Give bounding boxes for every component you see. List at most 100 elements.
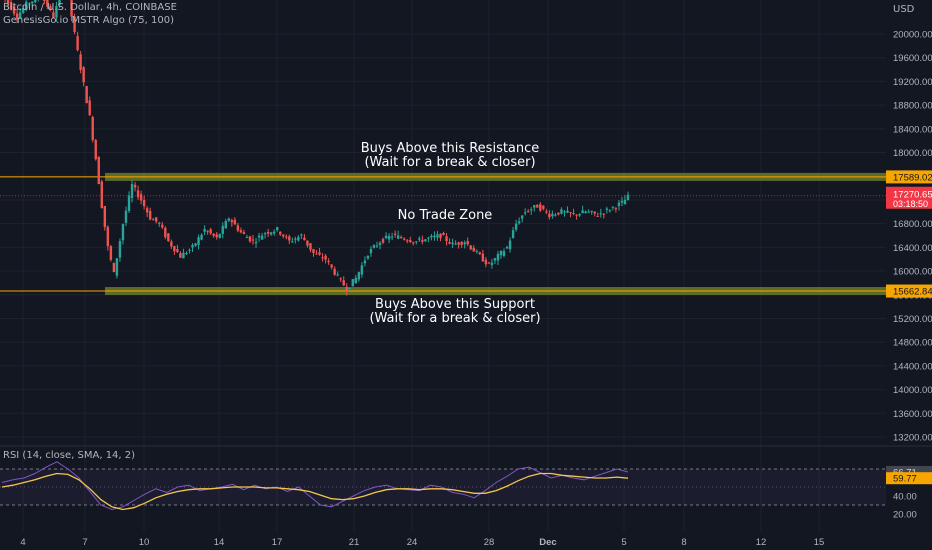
candle-body <box>372 245 376 248</box>
candle-body <box>218 233 221 238</box>
candle-body <box>590 210 593 212</box>
rsi-tick-label: 20.00 <box>893 510 917 521</box>
symbol-title[interactable]: Bitcoin / U.S. Dollar, 4h, COINBASE <box>3 2 177 13</box>
candle-body <box>348 287 351 289</box>
candle-body <box>97 156 100 185</box>
candle-body <box>248 236 252 242</box>
candle-body <box>548 213 551 218</box>
time-tick-label: 8 <box>681 537 686 548</box>
price-tick-label: 19200.00 <box>893 77 932 88</box>
candle-body <box>288 236 291 241</box>
candle-body <box>164 227 167 238</box>
candle-body <box>403 238 406 240</box>
candle-body <box>502 251 506 256</box>
candle-body <box>115 258 119 276</box>
candle-body <box>182 252 185 259</box>
candle-body <box>167 233 170 242</box>
time-tick-label: 24 <box>407 537 418 548</box>
candle-body <box>593 211 596 214</box>
candle-body <box>536 204 539 208</box>
candle-body <box>605 208 609 210</box>
time-tick-label: 14 <box>214 537 225 548</box>
candle-body <box>584 211 587 213</box>
candle-body <box>508 240 512 250</box>
candle-body <box>360 265 364 275</box>
candle-body <box>34 0 37 3</box>
candle-body <box>12 6 16 14</box>
candle-body <box>366 255 370 259</box>
candle-body <box>9 2 13 10</box>
indicator-title[interactable]: GenesisGo.io MSTR Algo (75, 100) <box>3 15 174 26</box>
last-price-tag <box>886 186 932 209</box>
time-tick-label: 10 <box>139 537 150 548</box>
candle-body <box>578 214 581 216</box>
price-tick-label: 16000.00 <box>893 267 932 278</box>
time-tick-label: 4 <box>20 537 25 548</box>
candle-body <box>533 205 536 208</box>
rsi-line <box>1 461 629 511</box>
rsi-title[interactable]: RSI (14, close, SMA, 14, 2) <box>3 450 136 461</box>
candle-body <box>82 67 85 83</box>
candle-body <box>409 240 412 243</box>
candle-body <box>493 258 497 261</box>
resistance-subtitle: (Wait for a break & closer) <box>364 155 536 170</box>
candle-body <box>463 242 466 245</box>
time-tick-label: 21 <box>349 537 360 548</box>
candle-body <box>572 213 575 215</box>
support-annotation: Buys Above this Support (Wait for a brea… <box>335 298 575 326</box>
candle-body <box>617 202 621 206</box>
candle-body <box>70 0 73 17</box>
candle-body <box>412 242 415 244</box>
candle-body <box>427 237 430 239</box>
candle-body <box>15 13 19 19</box>
candle-body <box>342 280 345 286</box>
candle-body <box>484 259 488 265</box>
time-tick-label: 12 <box>756 537 767 548</box>
candle-body <box>121 224 125 241</box>
rsi-tick-label: 40.00 <box>893 492 917 503</box>
candle-body <box>173 246 176 252</box>
candle-body <box>236 225 240 231</box>
candle-body <box>436 234 439 238</box>
candle-body <box>206 230 209 232</box>
candle-body <box>351 279 355 287</box>
candle-body <box>158 222 161 224</box>
candle-body <box>130 184 134 198</box>
candle-body <box>433 235 436 238</box>
candle-body <box>176 249 179 253</box>
candle-body <box>263 233 267 235</box>
candle-body <box>245 237 249 239</box>
support-title: Buys Above this Support <box>375 297 535 312</box>
resistance-annotation: Buys Above this Resistance (Wait for a b… <box>330 142 570 170</box>
candle-body <box>49 6 52 10</box>
candle-body <box>309 243 312 250</box>
candle-body <box>203 228 206 232</box>
candle-body <box>563 211 566 213</box>
candle-body <box>221 225 224 234</box>
support-subtitle: (Wait for a break & closer) <box>369 311 541 326</box>
candle-body <box>587 211 590 213</box>
level-price-label: 15662.84 <box>893 287 932 298</box>
candle-body <box>421 239 424 242</box>
candle-body <box>387 235 391 240</box>
candle-body <box>6 0 10 4</box>
candle-body <box>318 252 321 255</box>
candle-body <box>575 214 578 216</box>
candle-body <box>297 237 300 241</box>
candle-body <box>424 239 427 242</box>
candle-body <box>378 242 382 245</box>
candle-body <box>445 236 448 242</box>
candle-body <box>399 237 403 239</box>
candle-body <box>527 211 530 213</box>
rsi-sma-line <box>1 472 629 511</box>
candle-body <box>321 257 324 259</box>
candle-body <box>209 229 212 234</box>
candle-body <box>439 233 442 239</box>
candle-body <box>31 1 34 4</box>
candle-body <box>448 242 451 244</box>
candle-body <box>375 245 379 247</box>
candle-body <box>560 209 563 214</box>
candle-body <box>269 232 273 235</box>
price-tick-label: 16400.00 <box>893 243 932 254</box>
